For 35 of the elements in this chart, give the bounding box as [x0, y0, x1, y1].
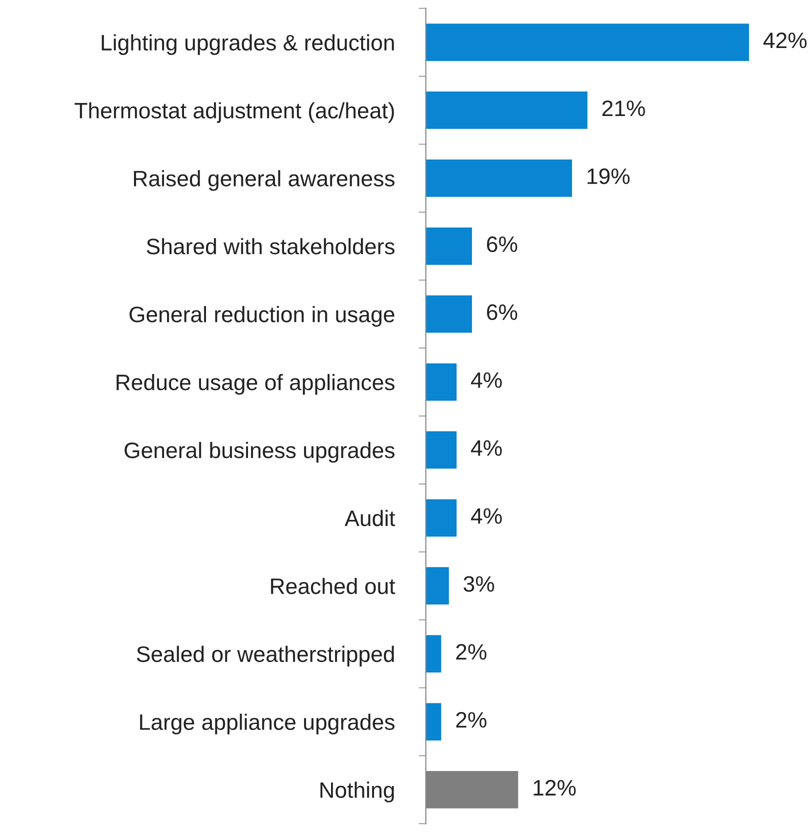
bar — [426, 703, 442, 740]
y-tick-label: Audit — [344, 510, 396, 526]
y-tick-label: Sealed or weatherstripped — [136, 646, 394, 666]
data-label: 2% — [456, 712, 486, 728]
y-tick-label: General business upgrades — [124, 442, 394, 463]
data-label: 42% — [763, 32, 807, 48]
data-label: 6% — [487, 304, 518, 320]
bar — [426, 431, 457, 469]
data-label: 4% — [470, 440, 502, 456]
bar — [426, 24, 750, 61]
data-label: 4% — [470, 508, 502, 524]
bar — [426, 295, 472, 333]
bar — [426, 92, 588, 129]
y-tick-label: Large appliance upgrades — [140, 714, 394, 734]
data-label: 3% — [464, 576, 494, 592]
y-tick-label: Lighting upgrades & reduction — [102, 34, 394, 55]
data-label: 6% — [487, 236, 518, 252]
bar — [426, 227, 472, 265]
y-tick-label: Shared with stakeholders — [146, 238, 394, 254]
bar — [426, 567, 449, 605]
data-label: 2% — [456, 644, 486, 660]
y-tick-label: Raised general awareness — [134, 170, 394, 191]
data-label: 4% — [470, 372, 502, 388]
bar — [426, 499, 457, 537]
bar — [426, 363, 457, 401]
y-tick-label: General reduction in usage — [130, 306, 394, 327]
y-tick-label: Reduce usage of appliances — [116, 374, 394, 395]
y-tick-label: Thermostat adjustment (ac/heat) — [74, 102, 394, 123]
bar — [426, 160, 572, 197]
bar — [426, 635, 442, 672]
y-tick-label: Reached out — [271, 578, 396, 594]
data-label: 12% — [534, 780, 576, 796]
data-label: 19% — [588, 168, 630, 184]
data-label: 21% — [602, 100, 645, 116]
y-tick-label: Nothing — [320, 782, 394, 802]
